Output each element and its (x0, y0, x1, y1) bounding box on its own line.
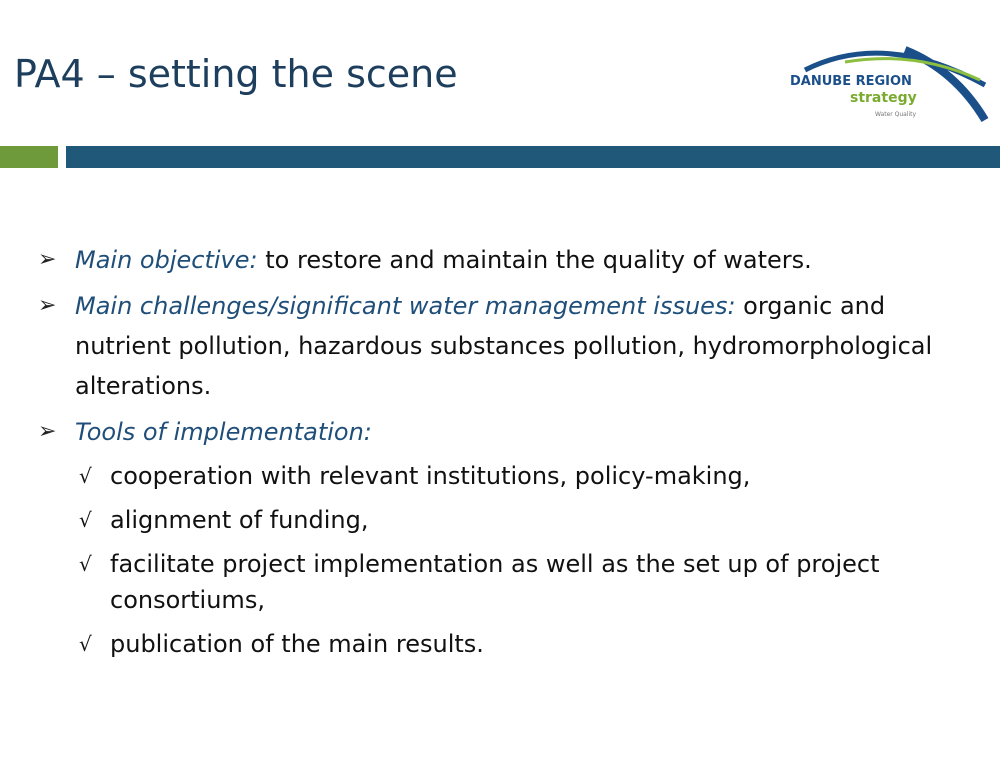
logo-swoosh (903, 46, 989, 123)
sub-bullet: cooperation with relevant institutions, … (75, 458, 968, 494)
sub-bullet: publication of the main results. (75, 626, 968, 662)
bullet: Main challenges/significant water manage… (38, 286, 968, 406)
logo-caption: Water Quality (875, 111, 917, 118)
bullet-text: organic and nutrient pollution, hazardou… (75, 292, 933, 400)
bullet-label: Main objective: (75, 246, 258, 274)
slide-title: PA4 – setting the scene (14, 52, 458, 96)
sub-bullet: alignment of funding, (75, 502, 968, 538)
bullet: Main objective: to restore and maintain … (38, 240, 968, 280)
logo-subtitle: strategy (850, 90, 917, 106)
bullet-label: Main challenges/significant water manage… (75, 292, 736, 320)
bullet: Tools of implementation: (38, 412, 968, 452)
content: Main objective: to restore and maintain … (38, 240, 968, 670)
logo: DANUBE REGION strategy Water Quality (790, 46, 989, 123)
logo-green-arc (844, 57, 981, 82)
accent-bar (0, 146, 58, 168)
bullet-label: Tools of implementation: (75, 418, 372, 446)
sub-bullet: facilitate project implementation as wel… (75, 546, 968, 618)
bullet-text: to restore and maintain the quality of w… (265, 246, 812, 274)
header-bar (66, 146, 1000, 168)
logo-name: DANUBE REGION (790, 74, 912, 89)
